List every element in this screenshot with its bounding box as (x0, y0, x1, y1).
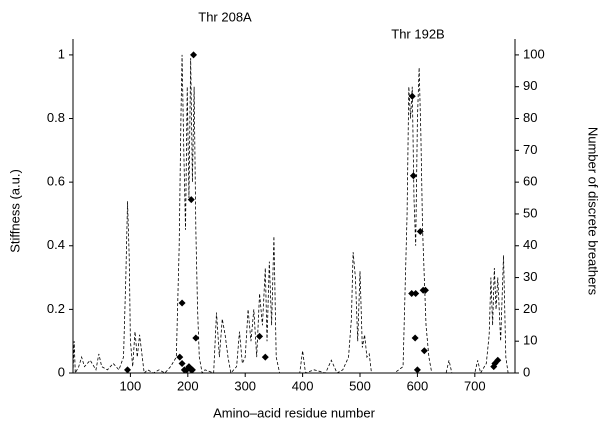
y-tick-label: 0.4 (47, 237, 65, 252)
x-tick-label: 600 (407, 378, 429, 393)
x-tick-label: 700 (464, 378, 486, 393)
breather-point (178, 359, 186, 367)
breather-point (261, 353, 269, 361)
breather-point (188, 366, 196, 374)
breather-point (408, 92, 416, 100)
breather-point (190, 51, 198, 59)
y2-tick-label: 30 (523, 269, 537, 284)
y-tick-label: 0 (58, 364, 65, 379)
y-tick-label: 1 (58, 46, 65, 61)
y-axis-label: Stiffness (a.u.) (7, 169, 22, 253)
y2-tick-label: 60 (523, 174, 537, 189)
stiffness-line (72, 54, 509, 375)
annotation: Thr 192B (391, 26, 444, 41)
breather-point (178, 299, 186, 307)
breather-point (176, 353, 184, 361)
y2-tick-label: 50 (523, 205, 537, 220)
y2-tick-label: 40 (523, 237, 537, 252)
breather-point (256, 332, 264, 340)
y2-axis-label: Number of discrete breathers (586, 127, 601, 296)
breather-point (124, 366, 132, 374)
breather-point (192, 334, 200, 342)
breather-point (412, 289, 420, 297)
y2-tick-label: 70 (523, 142, 537, 157)
x-axis-label: Amino–acid residue number (213, 405, 376, 420)
breather-point (408, 289, 416, 297)
x-tick-label: 200 (177, 378, 199, 393)
breather-point (411, 334, 419, 342)
y2-tick-label: 100 (523, 46, 545, 61)
y2-tick-label: 80 (523, 110, 537, 125)
y2-tick-label: 0 (523, 364, 530, 379)
breather-point (421, 286, 429, 294)
x-tick-label: 400 (292, 378, 314, 393)
breather-point (409, 172, 417, 180)
breather-point (413, 366, 421, 374)
y-tick-label: 0.8 (47, 110, 65, 125)
y2-tick-label: 20 (523, 301, 537, 316)
x-tick-label: 500 (349, 378, 371, 393)
y-tick-label: 0.6 (47, 174, 65, 189)
breather-point (416, 227, 424, 235)
breather-point (420, 347, 428, 355)
y-tick-label: 0.2 (47, 301, 65, 316)
y2-tick-label: 10 (523, 333, 537, 348)
annotation: Thr 208A (198, 9, 252, 24)
x-tick-label: 100 (120, 378, 142, 393)
breather-point (187, 196, 195, 204)
breather-point (494, 356, 502, 364)
x-tick-label: 300 (234, 378, 256, 393)
y2-tick-label: 90 (523, 78, 537, 93)
